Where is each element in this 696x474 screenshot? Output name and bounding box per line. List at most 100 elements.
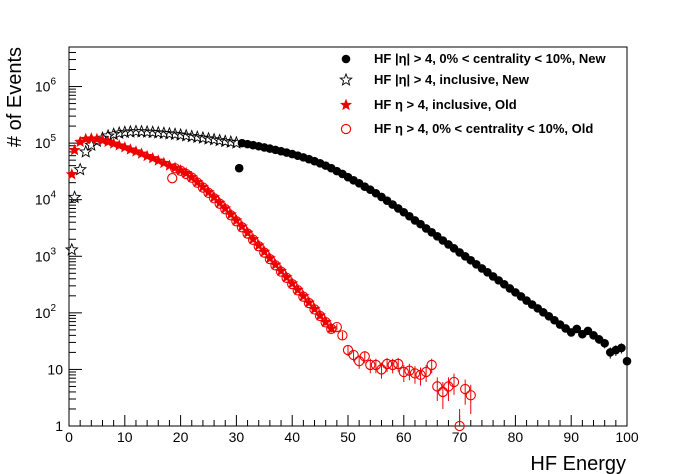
data-point bbox=[448, 376, 460, 388]
data-point bbox=[309, 304, 320, 315]
data-point bbox=[432, 381, 443, 392]
data-point bbox=[96, 134, 109, 146]
x-tick-label: 20 bbox=[173, 429, 189, 445]
data-point bbox=[437, 386, 449, 398]
data-point bbox=[376, 364, 387, 375]
data-point bbox=[107, 137, 120, 149]
data-point bbox=[387, 359, 398, 371]
legend-entry: HF η > 4, inclusive, Old bbox=[339, 97, 517, 112]
data-point bbox=[117, 125, 132, 139]
data-point bbox=[287, 278, 298, 290]
series-2 bbox=[65, 132, 338, 334]
data-point bbox=[167, 173, 178, 184]
y-tick-label: 1 bbox=[55, 418, 63, 434]
data-point bbox=[264, 253, 276, 265]
data-point bbox=[203, 187, 214, 199]
data-point bbox=[118, 141, 131, 153]
data-point bbox=[113, 139, 126, 151]
y-tick-label: 106 bbox=[35, 77, 57, 95]
data-point bbox=[242, 228, 253, 239]
data-point bbox=[393, 358, 404, 370]
legend-label: HF η > 4, inclusive, Old bbox=[374, 97, 517, 112]
x-tick-label: 100 bbox=[615, 429, 639, 445]
data-point bbox=[460, 383, 471, 395]
data-point bbox=[281, 272, 292, 284]
data-point bbox=[465, 390, 476, 401]
data-point bbox=[348, 349, 359, 361]
data-point bbox=[415, 369, 426, 381]
x-tick-label: 10 bbox=[117, 429, 133, 445]
x-tick-label: 50 bbox=[340, 429, 356, 445]
data-point bbox=[220, 204, 231, 215]
legend-marker bbox=[339, 98, 353, 111]
data-point bbox=[124, 143, 137, 155]
data-point bbox=[225, 210, 236, 221]
data-point bbox=[314, 310, 326, 322]
data-point bbox=[78, 144, 93, 158]
data-point bbox=[337, 330, 348, 341]
data-point bbox=[381, 358, 393, 370]
data-point bbox=[141, 149, 154, 162]
data-point bbox=[253, 241, 264, 252]
data-point bbox=[106, 127, 121, 141]
data-point bbox=[420, 366, 432, 378]
data-point bbox=[426, 359, 437, 371]
x-axis-title: HF Energy bbox=[530, 453, 626, 474]
y-axis-title: # of Events bbox=[4, 47, 26, 147]
data-point bbox=[365, 359, 376, 371]
data-point bbox=[454, 420, 465, 432]
series-0 bbox=[234, 138, 632, 369]
data-point bbox=[617, 343, 626, 353]
data-point bbox=[236, 222, 248, 233]
y-tick-label: 105 bbox=[35, 133, 57, 151]
legend-symbol bbox=[340, 123, 352, 135]
legend-label: HF |η| > 4, 0% < centrality < 10%, New bbox=[374, 51, 607, 66]
y-tick-label: 102 bbox=[35, 303, 57, 321]
legend-label: HF η > 4, 0% < centrality < 10%, Old bbox=[374, 121, 593, 136]
data-point bbox=[303, 297, 315, 309]
data-point bbox=[214, 198, 225, 209]
data-point bbox=[326, 323, 337, 335]
data-point bbox=[292, 285, 303, 296]
x-tick-label: 60 bbox=[396, 429, 412, 445]
data-point bbox=[231, 216, 242, 227]
legend-entry: HF |η| > 4, 0% < centrality < 10%, New bbox=[341, 51, 607, 66]
data-point bbox=[129, 145, 142, 157]
data-point bbox=[298, 291, 309, 302]
legend-marker bbox=[341, 54, 351, 64]
legend-symbol bbox=[339, 98, 353, 111]
data-point bbox=[135, 147, 148, 159]
x-tick-label: 30 bbox=[229, 429, 245, 445]
data-point bbox=[64, 242, 79, 256]
data-point bbox=[359, 351, 370, 362]
data-point bbox=[622, 356, 632, 366]
data-point bbox=[259, 247, 270, 258]
data-point bbox=[275, 266, 287, 277]
legend-entry: HF η > 4, 0% < centrality < 10%, Old bbox=[340, 121, 593, 136]
series-layer bbox=[64, 124, 632, 432]
data-point bbox=[208, 193, 220, 204]
data-point bbox=[572, 324, 582, 334]
data-point bbox=[600, 338, 609, 348]
legend-symbol bbox=[339, 72, 353, 86]
data-point bbox=[68, 143, 81, 156]
legend-label: HF |η| > 4, inclusive, New bbox=[374, 72, 530, 87]
legend-marker bbox=[339, 72, 353, 86]
data-point bbox=[112, 125, 127, 140]
data-point bbox=[102, 135, 115, 148]
series-3 bbox=[167, 163, 476, 432]
legend-entry: HF |η| > 4, inclusive, New bbox=[339, 72, 530, 87]
data-point bbox=[197, 182, 209, 193]
data-point bbox=[67, 190, 82, 204]
x-tick-label: 80 bbox=[508, 429, 524, 445]
data-point bbox=[181, 168, 192, 180]
data-point bbox=[175, 165, 186, 176]
x-tick-label: 70 bbox=[452, 429, 468, 445]
data-point bbox=[123, 124, 138, 138]
legend: HF |η| > 4, 0% < centrality < 10%, New H… bbox=[339, 51, 607, 136]
legend-symbol bbox=[341, 54, 351, 64]
y-tick-label: 104 bbox=[35, 190, 57, 208]
data-point bbox=[320, 317, 331, 328]
y-tick-label: 10 bbox=[47, 361, 63, 377]
data-point bbox=[169, 163, 181, 174]
